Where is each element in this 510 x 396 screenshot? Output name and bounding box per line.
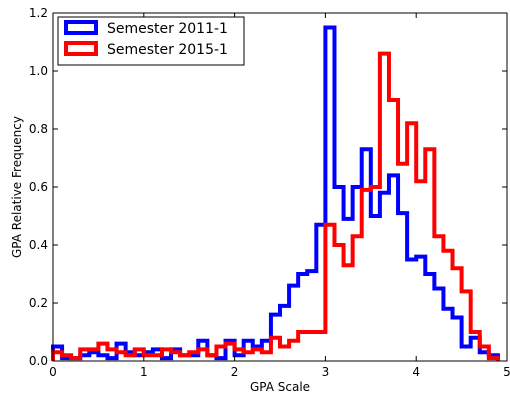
y-tick-label: 0.0 (29, 354, 48, 368)
y-tick-label: 0.6 (29, 180, 48, 194)
y-tick-label: 1.2 (29, 6, 48, 20)
x-tick-label: 3 (322, 365, 330, 379)
x-tick-label: 4 (412, 365, 420, 379)
series-layer (51, 25, 500, 361)
y-tick-label: 0.2 (29, 296, 48, 310)
histogram-series-1 (51, 51, 500, 361)
y-tick-label: 1.0 (29, 64, 48, 78)
legend-box (57, 16, 245, 66)
tick-layer: 0 1 2 3 4 5 0.0 0.2 0.4 0.6 0.8 1.0 1.2 (29, 6, 510, 379)
legend: Semester 2011-1 Semester 2015-1 (57, 16, 245, 66)
x-tick-label: 5 (503, 365, 510, 379)
histogram-series-0 (51, 25, 500, 361)
y-tick-label: 0.8 (29, 122, 48, 136)
legend-swatch-2015 (64, 41, 98, 56)
legend-label-2011: Semester 2011-1 (107, 21, 228, 37)
y-tick-label: 0.4 (29, 238, 48, 252)
x-tick-label: 2 (231, 365, 239, 379)
y-axis-label: GPA Relative Frequency (10, 116, 24, 258)
x-tick-label: 0 (49, 365, 57, 379)
x-axis-label: GPA Scale (250, 380, 310, 394)
legend-label-2015: Semester 2015-1 (107, 42, 228, 58)
legend-swatch-2011 (64, 20, 98, 35)
x-tick-label: 1 (140, 365, 148, 379)
